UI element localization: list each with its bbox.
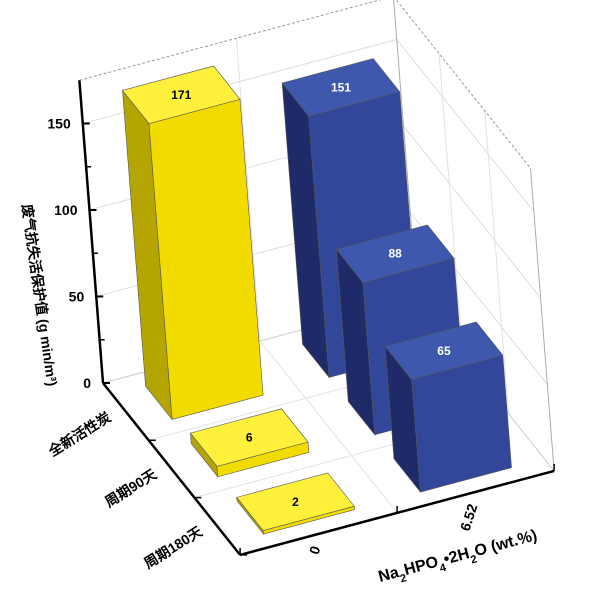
bar-top-face [384, 321, 504, 380]
data-label: 88 [388, 247, 402, 261]
grid-line [403, 125, 541, 299]
x-axis-title-part: O (wt.%) [473, 527, 539, 560]
y-axis [102, 382, 242, 556]
bar-top-face [236, 472, 355, 531]
y-tick-label: 周期180天 [141, 523, 206, 572]
grid-line [438, 53, 464, 357]
bar-top-face [281, 58, 401, 117]
bar-top-face [189, 408, 309, 467]
z-tick-label: 150 [47, 116, 71, 132]
data-label: 6 [246, 431, 253, 445]
x-tick-label: 0 [306, 544, 324, 557]
box-edge [529, 168, 555, 471]
x-axis-title-part: 2 [469, 553, 478, 566]
x-axis-title: Na2HPO4•2H2O (wt.%) [377, 527, 541, 591]
data-label: 65 [437, 344, 451, 358]
z-axis-title: 废气抗失活保护值 (g min/m³) [19, 203, 60, 387]
grid-line [484, 110, 509, 414]
z-tick-label: 50 [69, 289, 85, 305]
z-tick-label: 100 [54, 202, 78, 218]
x-axis-title-part: 2 [399, 572, 408, 585]
bar-top-face [335, 224, 455, 283]
z-axis [78, 80, 105, 384]
y-tick-label: 全新活性炭 [45, 409, 114, 460]
x-tick-label: 6.52 [457, 502, 481, 533]
bar-top-face [121, 65, 241, 124]
data-label: 2 [292, 495, 299, 509]
z-tick-label: 0 [83, 375, 91, 391]
x-axis-title-part: HPO [402, 554, 440, 579]
data-label: 151 [331, 80, 351, 94]
box-edge [395, 0, 531, 169]
grid-line [396, 39, 535, 212]
x-axis-title-part: •2H [442, 545, 472, 568]
grid-line [259, 340, 398, 514]
data-label: 171 [171, 88, 191, 102]
box-edge [79, 0, 382, 81]
grid-line [235, 38, 261, 342]
x-axis-title-part: Na [377, 564, 401, 586]
y-tick-label: 周期90天 [102, 465, 160, 510]
x-axis-title-part: 4 [438, 561, 448, 574]
